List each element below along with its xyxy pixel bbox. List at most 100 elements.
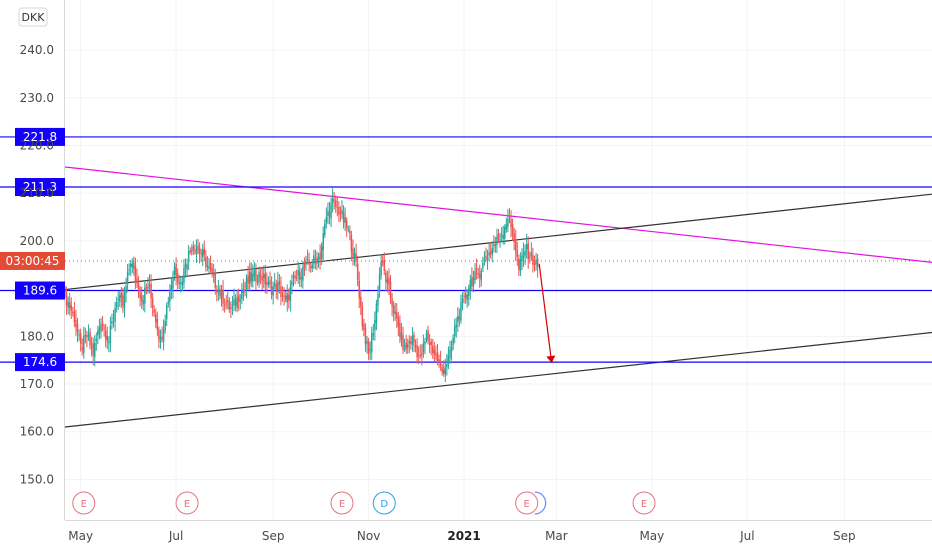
candle-body: [341, 209, 343, 215]
x-tick-label: Nov: [357, 529, 380, 543]
candle-body: [342, 211, 345, 223]
candle-body: [230, 306, 232, 310]
candle-body: [325, 217, 328, 223]
candle-body: [98, 327, 101, 334]
candle-body: [219, 288, 221, 296]
candle-body: [233, 298, 235, 305]
candle-body: [421, 353, 423, 356]
candle-body: [252, 274, 254, 282]
candle-body: [461, 298, 464, 304]
candle-body: [441, 367, 443, 373]
candle-body: [350, 234, 353, 252]
candle-body: [101, 322, 104, 327]
candle-body: [477, 272, 479, 275]
candle-body: [242, 289, 245, 294]
candle-body: [425, 333, 428, 340]
candle-body: [446, 364, 448, 368]
horizontal-level-label: 211.3: [23, 180, 57, 194]
candle-body: [129, 263, 132, 267]
candle-body: [469, 279, 472, 290]
candle-body: [510, 219, 512, 228]
candle-body: [86, 335, 88, 338]
candle-body: [140, 295, 143, 301]
candle-body: [353, 252, 356, 257]
x-tick-label: Sep: [262, 529, 285, 543]
event-marker-overlap-ring: [534, 491, 547, 515]
candle-body: [324, 223, 326, 236]
overlay-layer: 221.8 211.3 189.6 174.6 03:00:45: [0, 127, 556, 372]
candle-body: [281, 295, 284, 298]
candle-body: [486, 258, 489, 260]
candle-body: [198, 247, 201, 254]
candle-body: [128, 269, 130, 271]
support-lower: [64, 331, 932, 428]
candle-body: [319, 253, 321, 260]
y-tick-label: 200.0: [20, 234, 54, 248]
candle-body: [95, 338, 98, 341]
candle-body: [378, 274, 381, 292]
horizontal-level-label-box: [15, 281, 65, 300]
candle-body: [388, 277, 390, 285]
candle-body: [345, 220, 348, 229]
candle-body: [349, 230, 351, 234]
candle-body: [181, 281, 184, 286]
candle-body: [203, 248, 206, 255]
event-marker-earnings[interactable]: [632, 491, 656, 515]
candle-body: [133, 262, 135, 269]
candle-body: [511, 223, 514, 236]
candle-body: [416, 345, 418, 358]
candle-body: [75, 320, 77, 328]
candle-body: [164, 320, 166, 330]
candle-body: [300, 277, 303, 279]
candle-body: [438, 359, 440, 363]
candle-body: [336, 206, 339, 208]
candle-body: [104, 330, 107, 340]
candle-body: [309, 266, 312, 268]
event-marker-earnings[interactable]: [72, 491, 96, 515]
candle-body: [150, 283, 152, 299]
candle-body: [206, 265, 209, 267]
candle-body: [79, 333, 82, 344]
candle-body: [383, 259, 386, 271]
candle-body: [114, 307, 116, 322]
candle-body: [131, 263, 134, 267]
event-marker-dividend[interactable]: [372, 491, 396, 515]
candle-body: [245, 278, 248, 290]
candle-body: [126, 272, 129, 284]
candle-body: [475, 268, 478, 271]
candle-body: [222, 289, 224, 304]
candle-body: [347, 228, 350, 230]
candle-body: [450, 346, 453, 352]
candle-body: [236, 297, 238, 308]
candle-body: [106, 335, 109, 342]
candle-body: [427, 330, 429, 342]
candle-body: [518, 258, 520, 270]
candle-body: [331, 197, 334, 204]
candle-body: [508, 216, 511, 218]
candle-body: [317, 256, 320, 261]
currency-badge-box: [18, 7, 48, 27]
candle-body: [93, 342, 96, 358]
candle-body: [169, 291, 171, 302]
candle-body: [472, 277, 475, 287]
event-marker-earnings[interactable]: [330, 491, 354, 515]
candle-body: [478, 274, 481, 278]
candle-body: [123, 292, 126, 309]
candle-body: [402, 335, 404, 351]
candle-body: [435, 353, 437, 356]
candle-body: [322, 233, 324, 250]
candle-body: [460, 302, 462, 321]
event-marker-earnings[interactable]: [175, 491, 199, 515]
candle-body: [90, 346, 93, 348]
candle-body: [374, 320, 376, 331]
event-marker-earnings[interactable]: [515, 491, 539, 515]
candle-body: [522, 252, 525, 258]
candle-body: [277, 282, 279, 293]
candle-body: [278, 281, 281, 286]
candle-body: [521, 255, 523, 262]
event-marker-label: E: [641, 499, 647, 510]
event-marker-label: E: [339, 499, 345, 510]
candle-body: [214, 271, 216, 288]
candle-body: [137, 282, 140, 294]
